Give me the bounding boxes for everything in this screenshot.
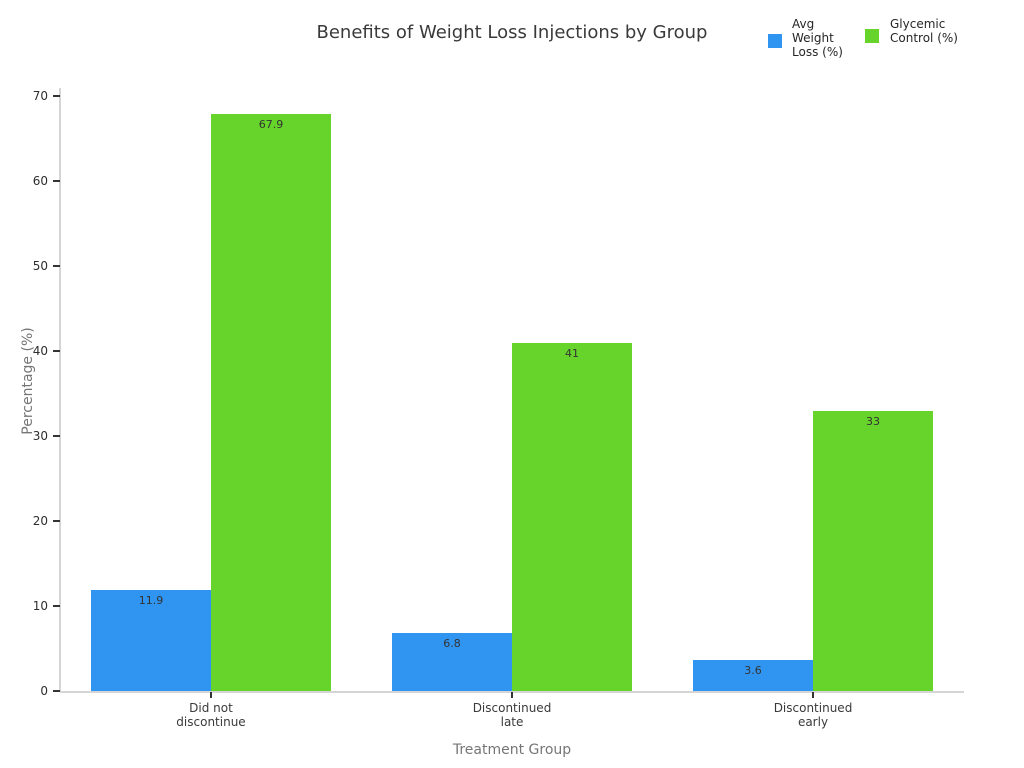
legend-label-glycemic-control: Glycemic Control (%) <box>890 17 958 45</box>
bar-value-label: 41 <box>565 346 579 360</box>
y-axis-line <box>59 88 61 692</box>
y-tick-mark <box>53 520 60 522</box>
y-tick-label: 30 <box>32 429 48 443</box>
y-tick-label: 0 <box>40 684 48 698</box>
bar-glycemic-control-0 <box>211 113 331 691</box>
x-tick-mark <box>210 692 212 698</box>
bar-avg-weight-loss-0 <box>91 589 211 691</box>
y-tick-label: 10 <box>32 599 48 613</box>
bar-glycemic-control-1 <box>512 342 632 691</box>
bar-value-label: 6.8 <box>443 637 461 651</box>
y-tick-label: 60 <box>32 174 48 188</box>
y-tick-mark <box>53 605 60 607</box>
y-tick-label: 40 <box>32 344 48 358</box>
y-tick-mark <box>53 435 60 437</box>
chart-title: Benefits of Weight Loss Injections by Gr… <box>316 22 708 43</box>
legend-swatch-avg-weight-loss <box>768 34 782 48</box>
y-tick-label: 20 <box>32 514 48 528</box>
x-tick-mark <box>511 692 513 698</box>
bar-value-label: 33 <box>866 414 880 428</box>
x-axis-title: Treatment Group <box>452 742 572 758</box>
y-tick-label: 50 <box>32 259 48 273</box>
bar-avg-weight-loss-1 <box>392 633 512 691</box>
bar-value-label: 67.9 <box>258 117 284 131</box>
bar-avg-weight-loss-2 <box>693 660 813 691</box>
y-tick-mark <box>53 690 60 692</box>
y-tick-mark <box>53 95 60 97</box>
bar-value-label: 3.6 <box>744 664 762 678</box>
y-tick-label: 70 <box>32 89 48 103</box>
legend-swatch-glycemic-control <box>865 29 879 43</box>
bar-glycemic-control-2 <box>813 410 933 691</box>
x-category-label: Discontinued late <box>472 701 552 729</box>
bar-value-label: 11.9 <box>138 593 164 607</box>
x-category-label: Did not discontinue <box>176 701 246 729</box>
x-category-label: Discontinued early <box>773 701 853 729</box>
y-tick-mark <box>53 180 60 182</box>
x-tick-mark <box>812 692 814 698</box>
y-tick-mark <box>53 350 60 352</box>
y-tick-mark <box>53 265 60 267</box>
legend-label-avg-weight-loss: Avg Weight Loss (%) <box>792 17 843 59</box>
x-axis-line <box>60 691 964 693</box>
